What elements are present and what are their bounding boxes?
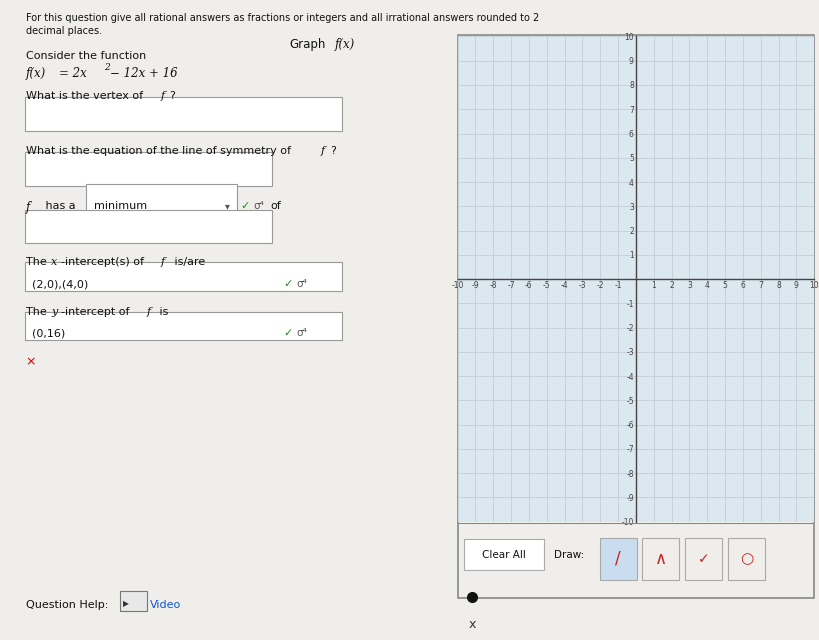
Text: The: The [25,257,47,268]
Text: Video: Video [149,600,180,611]
Text: Clear All: Clear All [482,550,525,559]
FancyBboxPatch shape [727,538,764,580]
Text: f: f [161,257,165,268]
Text: For this question give all rational answers as fractions or integers and all irr: For this question give all rational answ… [25,13,538,23]
FancyBboxPatch shape [25,210,272,243]
Text: y: y [51,307,57,317]
FancyBboxPatch shape [25,262,342,291]
Text: σ⁴: σ⁴ [296,279,307,289]
Text: = 2x: = 2x [59,67,86,80]
Text: Graph: Graph [288,38,325,51]
Text: ?: ? [329,146,335,156]
FancyBboxPatch shape [25,97,342,131]
Text: Consider the function: Consider the function [25,51,153,61]
Text: Draw:: Draw: [553,550,583,559]
Text: /: / [614,550,620,568]
Text: σ⁴: σ⁴ [254,201,265,211]
Text: The: The [25,307,47,317]
Text: decimal places.: decimal places. [25,26,102,36]
Text: (0,16): (0,16) [32,328,66,339]
Text: What is the vertex of: What is the vertex of [25,91,143,101]
Text: f(x): f(x) [25,67,46,80]
Text: What is the equation of the line of symmetry of: What is the equation of the line of symm… [25,146,291,156]
Text: ∧: ∧ [654,550,666,568]
Text: -intercept of: -intercept of [61,307,129,317]
Text: f: f [161,91,165,101]
Text: ✓: ✓ [283,328,292,339]
Text: ?: ? [170,91,175,101]
Text: of: of [270,201,281,211]
FancyBboxPatch shape [86,184,237,211]
Text: is/are: is/are [170,257,205,268]
Text: σ⁴: σ⁴ [296,328,307,339]
FancyBboxPatch shape [25,152,272,186]
Text: ▶: ▶ [123,599,129,608]
FancyBboxPatch shape [641,538,679,580]
Text: x: x [468,618,475,631]
Text: has a: has a [42,201,75,211]
FancyBboxPatch shape [599,538,636,580]
Text: f: f [320,146,324,156]
FancyBboxPatch shape [120,591,147,611]
FancyBboxPatch shape [685,538,722,580]
FancyBboxPatch shape [25,312,342,340]
FancyBboxPatch shape [464,540,543,570]
Text: f: f [147,307,151,317]
Text: minimum: minimum [93,201,147,211]
Text: f(x): f(x) [335,38,355,51]
Text: f: f [25,201,30,214]
Text: 2: 2 [104,63,110,72]
Text: (2,0),(4,0): (2,0),(4,0) [32,279,88,289]
Text: ✓: ✓ [241,201,250,211]
Text: -intercept(s) of: -intercept(s) of [61,257,143,268]
Text: ✓: ✓ [283,279,292,289]
Text: ○: ○ [739,551,752,566]
Text: is: is [156,307,169,317]
Text: − 12x + 16: − 12x + 16 [110,67,178,80]
Text: Question Help:: Question Help: [25,600,108,611]
Text: ×: × [25,355,35,368]
Text: ▾: ▾ [225,201,230,211]
Text: x: x [51,257,57,268]
Text: ✓: ✓ [697,552,708,566]
